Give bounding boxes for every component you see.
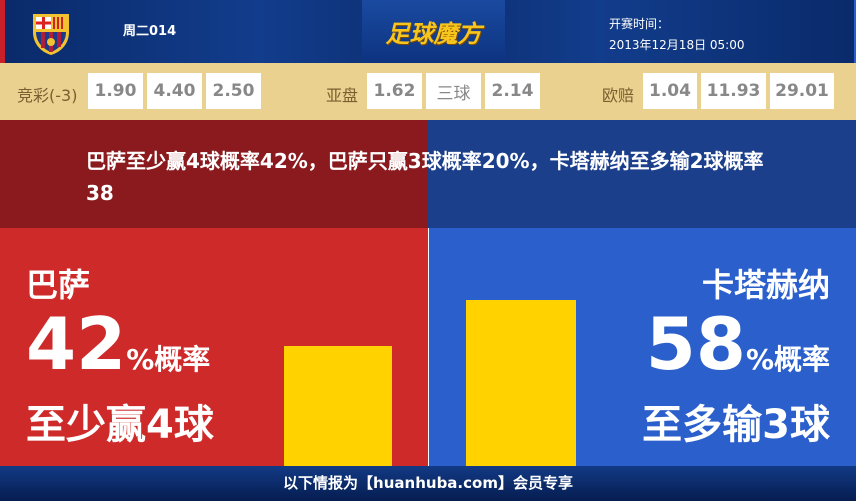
fc-barcelona-crest-icon bbox=[33, 14, 69, 55]
jingcai-label: 竞彩(-3) bbox=[17, 86, 78, 105]
away-probability: 58%概率 bbox=[646, 302, 830, 386]
odds-value: 11.93 bbox=[701, 73, 766, 109]
home-result: 至少赢4球 bbox=[26, 402, 214, 448]
away-percent-unit: %概率 bbox=[745, 343, 830, 376]
odds-value: 2.14 bbox=[485, 73, 540, 109]
odds-value: 1.04 bbox=[643, 73, 697, 109]
home-panel: 巴萨 42%概率 至少赢4球 bbox=[0, 228, 428, 466]
odds-value: 2.50 bbox=[206, 73, 261, 109]
odds-value: 4.40 bbox=[147, 73, 202, 109]
summary-text: 巴萨至少赢4球概率42%，巴萨只赢3球概率20%，卡塔赫纳至多输2球概率38 bbox=[86, 149, 764, 205]
odds-bar: 竞彩(-3) 1.90 4.40 2.50 亚盘 1.62 三球 2.14 欧赔… bbox=[0, 63, 856, 120]
home-probability: 42%概率 bbox=[26, 302, 210, 386]
header: 周二014 足球魔方 开赛时间： 2013年12月18日 05:00 bbox=[0, 0, 856, 63]
home-percent-unit: %概率 bbox=[126, 343, 211, 376]
away-panel: 卡塔赫纳 58%概率 至多输3球 bbox=[429, 228, 856, 466]
odds-value: 三球 bbox=[426, 73, 481, 109]
odds-value: 1.62 bbox=[367, 73, 422, 109]
away-team-name: 卡塔赫纳 bbox=[701, 266, 830, 304]
odds-value: 29.01 bbox=[770, 73, 834, 109]
odds-value: 1.90 bbox=[88, 73, 143, 109]
prediction-summary: 巴萨至少赢4球概率42%，巴萨只赢3球概率20%，卡塔赫纳至多输2球概率38 bbox=[0, 120, 856, 228]
home-probability-bar bbox=[284, 345, 392, 466]
yapan-label: 亚盘 bbox=[326, 86, 359, 105]
away-probability-bar bbox=[466, 300, 576, 466]
kickoff-time: 2013年12月18日 05:00 bbox=[609, 38, 745, 52]
ouzhou-label: 欧赔 bbox=[602, 86, 635, 105]
home-percent: 42 bbox=[26, 302, 127, 386]
kickoff-label: 开赛时间： bbox=[609, 17, 670, 31]
away-result: 至多输3球 bbox=[642, 402, 830, 448]
match-number: 周二014 bbox=[123, 24, 177, 39]
away-percent: 58 bbox=[645, 302, 746, 386]
brand-logo: 足球魔方 bbox=[362, 0, 505, 63]
home-team-name: 巴萨 bbox=[26, 266, 91, 304]
member-notice[interactable]: 以下情报为【huanhuba.com】会员专享 bbox=[0, 466, 856, 501]
